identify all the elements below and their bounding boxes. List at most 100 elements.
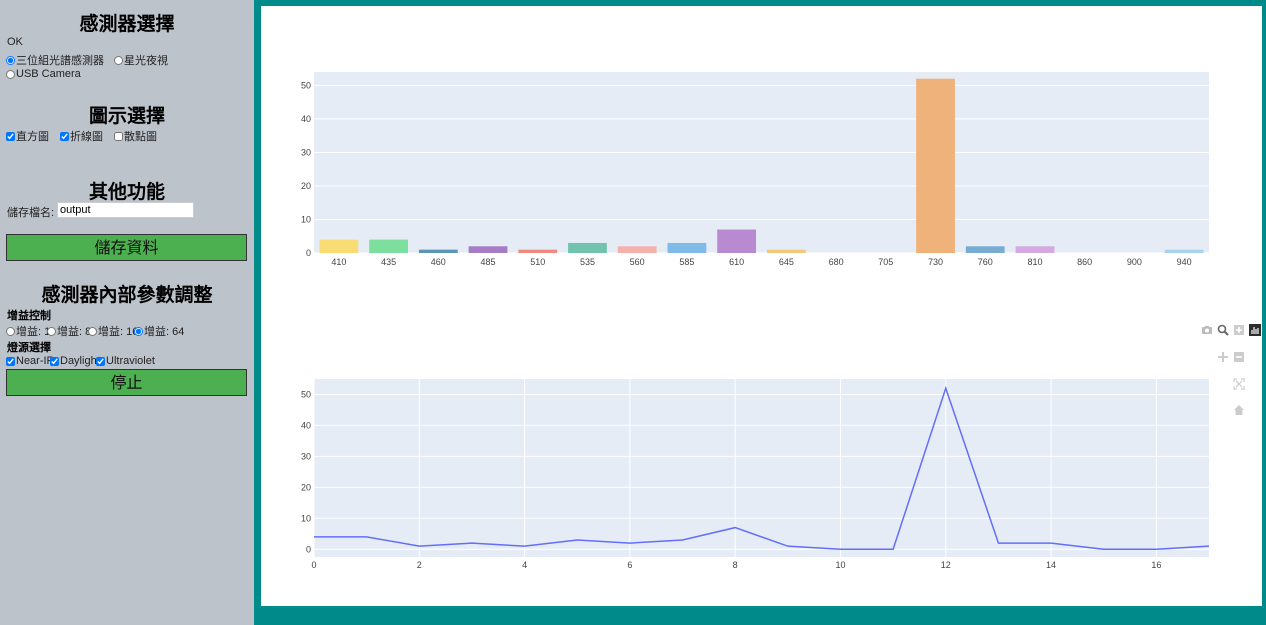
sidebar: 感測器選擇 OK 三位組光譜感測器 星光夜視 USB Camera 圖示選擇 直…: [0, 0, 254, 625]
bar-y-tick-label: 20: [301, 181, 311, 191]
checkbox-input[interactable]: [114, 131, 123, 141]
checkbox-line-chart[interactable]: 折線圖: [60, 128, 103, 144]
chart-select-title: 圖示選擇: [88, 105, 165, 127]
radio-input[interactable]: [6, 326, 15, 336]
bar-y-tick-label: 10: [301, 214, 311, 224]
radio-gain-1[interactable]: 增益: 1: [6, 323, 50, 339]
line-plot-background: [314, 379, 1209, 557]
line-point[interactable]: [1049, 541, 1054, 546]
radio-label: 三位組光譜感測器: [16, 55, 104, 67]
line-point[interactable]: [469, 541, 474, 546]
save-data-button[interactable]: 儲存資料: [6, 234, 247, 261]
radio-gain-64[interactable]: 增益: 64: [134, 323, 184, 339]
bar-x-tick-label: 610: [729, 257, 744, 267]
radio-input[interactable]: [134, 326, 143, 336]
checkbox-histogram[interactable]: 直方圖: [6, 128, 49, 144]
checkbox-input[interactable]: [60, 131, 69, 141]
checkbox-near-ir[interactable]: Near-IR: [6, 355, 55, 367]
line-point[interactable]: [417, 544, 422, 549]
bar-x-tick-label: 585: [679, 257, 694, 267]
bar[interactable]: [766, 249, 806, 253]
bar[interactable]: [418, 249, 458, 253]
line-x-tick-label: 10: [835, 560, 845, 570]
bar-x-tick-label: 680: [829, 257, 844, 267]
line-x-tick-label: 14: [1046, 560, 1056, 570]
bar[interactable]: [568, 242, 607, 253]
other-functions-title: 其他功能: [88, 181, 165, 203]
line-y-tick-label: 30: [301, 451, 311, 461]
radio-label: USB Camera: [16, 68, 81, 80]
radio-input[interactable]: [6, 55, 15, 65]
radio-input[interactable]: [88, 326, 97, 336]
radio-label: 增益: 64: [144, 326, 185, 338]
bar-x-tick-label: 460: [431, 257, 446, 267]
checkbox-daylight[interactable]: Daylight: [50, 355, 100, 367]
bar[interactable]: [717, 229, 757, 253]
line-point[interactable]: [996, 541, 1001, 546]
bar[interactable]: [518, 249, 558, 253]
bar-x-tick-label: 560: [630, 257, 645, 267]
checkbox-input[interactable]: [6, 356, 15, 366]
checkbox-scatter[interactable]: 散點圖: [114, 128, 157, 144]
line-point[interactable]: [1207, 544, 1212, 549]
zoom-icon[interactable]: [1217, 324, 1229, 336]
line-point[interactable]: [312, 534, 317, 539]
line-x-tick-label: 2: [417, 560, 422, 570]
line-point[interactable]: [838, 547, 843, 552]
line-point[interactable]: [680, 537, 685, 542]
checkbox-label: 折線圖: [70, 131, 103, 143]
radio-input[interactable]: [114, 55, 123, 65]
radio-gain-16[interactable]: 增益: 16: [88, 323, 138, 339]
bar[interactable]: [965, 246, 1005, 253]
radio-label: 增益: 1: [16, 326, 51, 338]
checkbox-input[interactable]: [96, 356, 105, 366]
line-point[interactable]: [1154, 547, 1159, 552]
line-point[interactable]: [364, 534, 369, 539]
bar[interactable]: [319, 239, 359, 253]
zoom-in-icon[interactable]: [1233, 324, 1245, 336]
line-point[interactable]: [733, 525, 738, 530]
bar[interactable]: [1164, 249, 1204, 253]
line-x-tick-label: 12: [941, 560, 951, 570]
radio-sensor-spectral[interactable]: 三位組光譜感測器: [6, 52, 104, 68]
line-point[interactable]: [785, 544, 790, 549]
radio-input[interactable]: [47, 326, 56, 336]
line-point[interactable]: [891, 547, 896, 552]
pan-icon[interactable]: [1217, 351, 1229, 363]
zoom-out-icon[interactable]: [1233, 351, 1245, 363]
line-y-tick-label: 50: [301, 389, 311, 399]
bar[interactable]: [369, 239, 408, 253]
radio-gain-8[interactable]: 增益: 8: [47, 323, 91, 339]
line-point[interactable]: [943, 386, 948, 391]
filename-input[interactable]: [57, 202, 194, 218]
autoscale-icon[interactable]: [1233, 378, 1245, 390]
bar[interactable]: [1015, 246, 1055, 253]
line-x-tick-label: 6: [627, 560, 632, 570]
checkbox-ultraviolet[interactable]: Ultraviolet: [96, 355, 155, 367]
line-series[interactable]: [314, 385, 1210, 551]
bar[interactable]: [916, 78, 955, 253]
line-x-tick-label: 4: [522, 560, 527, 570]
radio-sensor-usb-camera[interactable]: USB Camera: [6, 68, 81, 80]
checkbox-input[interactable]: [6, 131, 15, 141]
bar-x-tick-label: 760: [978, 257, 993, 267]
radio-sensor-starlight[interactable]: 星光夜視: [114, 52, 168, 68]
checkbox-input[interactable]: [50, 356, 59, 366]
reset-axes-icon[interactable]: [1233, 404, 1245, 416]
checkbox-label: Daylight: [60, 355, 100, 367]
camera-icon[interactable]: [1201, 324, 1213, 336]
bar[interactable]: [617, 246, 657, 253]
bar[interactable]: [667, 242, 707, 253]
line-point[interactable]: [522, 544, 527, 549]
plotly-logo[interactable]: [1249, 324, 1261, 336]
bar[interactable]: [468, 246, 508, 253]
filename-label: 儲存檔名:: [7, 207, 55, 219]
bar-x-tick-label: 730: [928, 257, 943, 267]
stop-button[interactable]: 停止: [6, 369, 247, 396]
radio-input[interactable]: [6, 69, 15, 79]
radio-label: 增益: 16: [98, 326, 139, 338]
line-point[interactable]: [575, 537, 580, 542]
plot-panel: 0 10 20 30 40 50 410 435 460 485 510 535 560 585 610 64…: [261, 6, 1262, 606]
line-point[interactable]: [1101, 547, 1106, 552]
line-point[interactable]: [627, 541, 632, 546]
